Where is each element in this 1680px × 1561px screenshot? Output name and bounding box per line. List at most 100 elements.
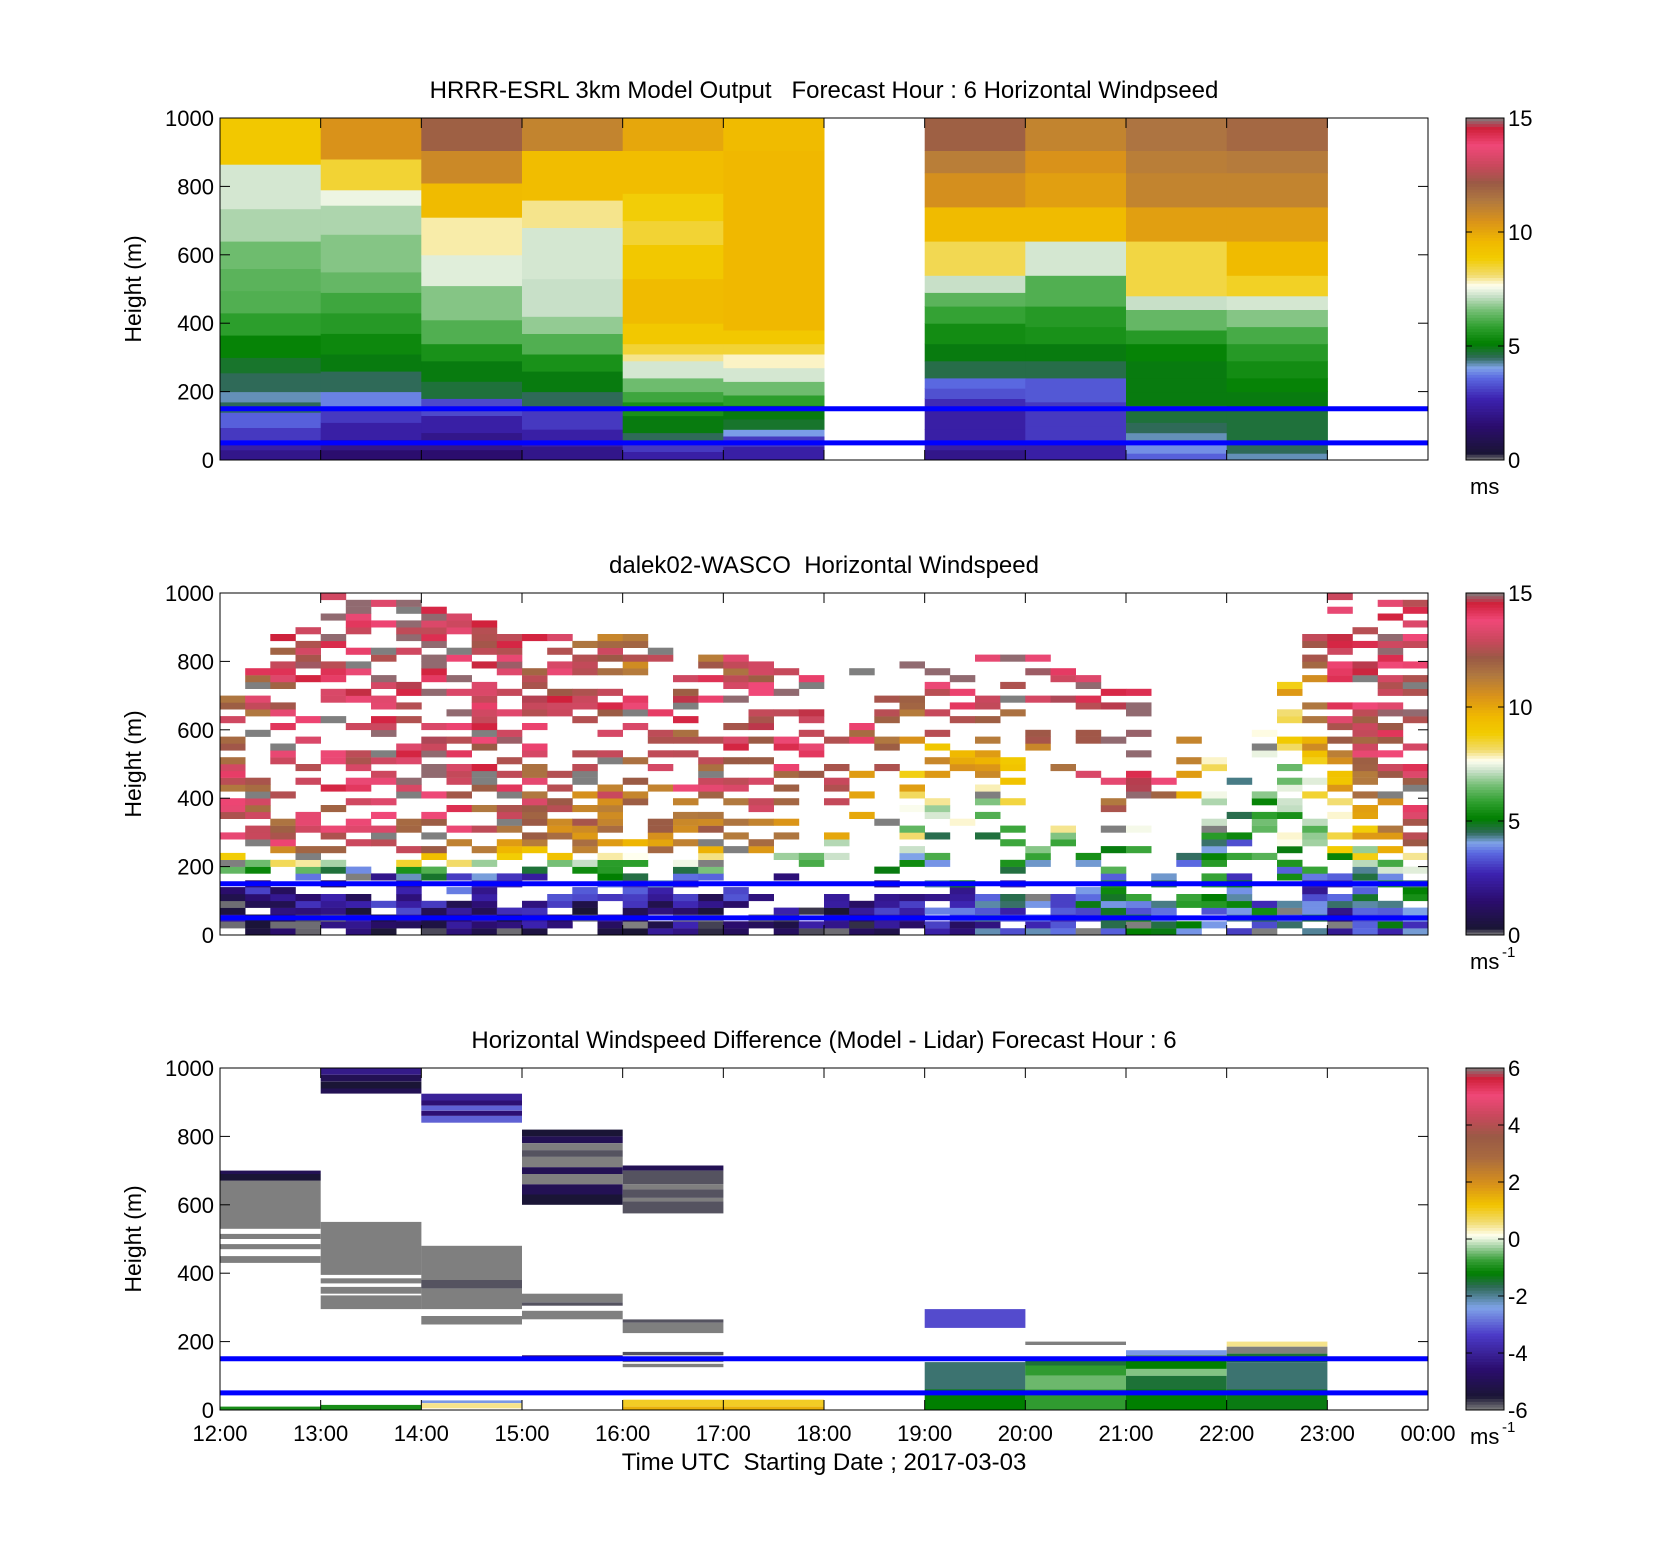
lidar-cell [396,716,422,724]
colorbar-segment [1466,457,1504,461]
colorbar-unit-exponent: -1 [1502,944,1515,961]
colorbar-tick-label: 10 [1508,220,1532,245]
lidar-cell [245,798,271,806]
lidar-cell [245,784,271,792]
lidar-windspeed-panel: dalek02-WASCO Horizontal Windspeed Heigh… [120,552,1532,974]
colorbar-segment [1466,866,1504,870]
difference-cell [1126,1375,1227,1390]
model-cell [723,395,825,406]
colorbar-segment [1466,1253,1504,1257]
lidar-cell [547,859,573,867]
colorbar-segment [1466,655,1504,659]
lidar-cell [245,777,271,785]
lidar-cell [1100,907,1127,915]
lidar-cell [320,750,347,758]
lidar-cell [622,921,649,929]
lidar-cell [798,675,825,683]
lidar-cell [1352,627,1378,635]
lidar-cell [748,681,774,689]
lidar-cell [1025,921,1051,929]
colorbar-segment [1466,1321,1504,1325]
colorbar-segment [1466,641,1504,645]
colorbar-segment [1466,849,1504,853]
lidar-cell [1327,770,1353,778]
model-cell [522,150,624,201]
colorbar-segment [1466,163,1504,167]
lidar-cell [949,818,976,826]
colorbar-segment [1466,1153,1504,1157]
lidar-cell [295,661,321,669]
colorbar-segment [1466,1150,1504,1154]
model-cell [220,357,322,374]
model-cell [522,333,624,355]
lidar-cell [1050,839,1076,847]
lidar-cell [975,784,1001,792]
colorbar-tick-label: 0 [1508,448,1520,473]
lidar-cell [496,654,523,662]
colorbar-segment [1466,698,1504,702]
lidar-cell [647,750,674,758]
lidar-cell [421,900,447,908]
lidar-cell [1377,688,1404,696]
lidar-cell [899,791,925,799]
lidar-cell [421,750,447,758]
colorbar-segment [1466,445,1504,449]
colorbar-segment [1466,1147,1504,1152]
lidar-cell [1402,688,1428,696]
lidar-cell [899,859,925,867]
colorbar-segment [1466,203,1504,207]
lidar-cell [1277,900,1303,908]
lidar-cell [270,723,296,731]
lidar-cell [572,866,598,874]
lidar-cell [1050,668,1076,676]
difference-cell [1025,1365,1126,1376]
difference-cell [220,1406,321,1410]
lidar-cell [421,688,447,696]
lidar-cell [1226,887,1253,895]
colorbar-segment [1466,380,1504,384]
lidar-cell [1402,661,1428,669]
lidar-cell [471,723,498,731]
difference-cell [320,1286,422,1294]
lidar-cell [295,921,321,929]
lidar-cell [572,846,598,854]
lidar-cell [698,900,724,908]
model-cell [924,343,1026,362]
lidar-cell [547,647,573,655]
colorbar-segment [1466,1264,1504,1268]
lidar-cell [849,736,875,744]
lidar-cell [647,921,674,929]
lidar-cell [547,805,573,813]
model-cell [622,391,724,403]
colorbar-segment [1466,1390,1504,1394]
lidar-cell [1352,716,1378,724]
model-reference-lines [220,406,1428,446]
model-cell [220,208,322,242]
lidar-cell [220,736,246,744]
lidar-cell [320,716,347,724]
lidar-cell [1377,675,1404,683]
lidar-cell [1352,661,1378,669]
lidar-cell [748,675,774,683]
lidar-cell [824,907,850,915]
lidar-cell [824,798,850,806]
lidar-cell [522,900,548,908]
colorbar-segment [1466,274,1504,278]
colorbar-segment [1466,1159,1504,1163]
lidar-cell [949,702,976,710]
colorbar-segment [1466,1182,1504,1186]
colorbar-segment [1466,343,1504,347]
model-cell [421,254,523,287]
colorbar-segment [1466,903,1504,907]
lidar-cell [647,846,674,854]
model-cell [522,446,624,460]
lidar-cell [320,921,347,929]
lidar-cell [371,921,397,929]
lidar-cell [1377,928,1404,935]
lidar-cell [345,900,372,908]
lidar-cell [874,900,900,908]
model-cell [421,183,523,218]
lidar-cell [698,777,724,785]
colorbar-segment [1466,798,1504,802]
lidar-cell [320,805,347,813]
